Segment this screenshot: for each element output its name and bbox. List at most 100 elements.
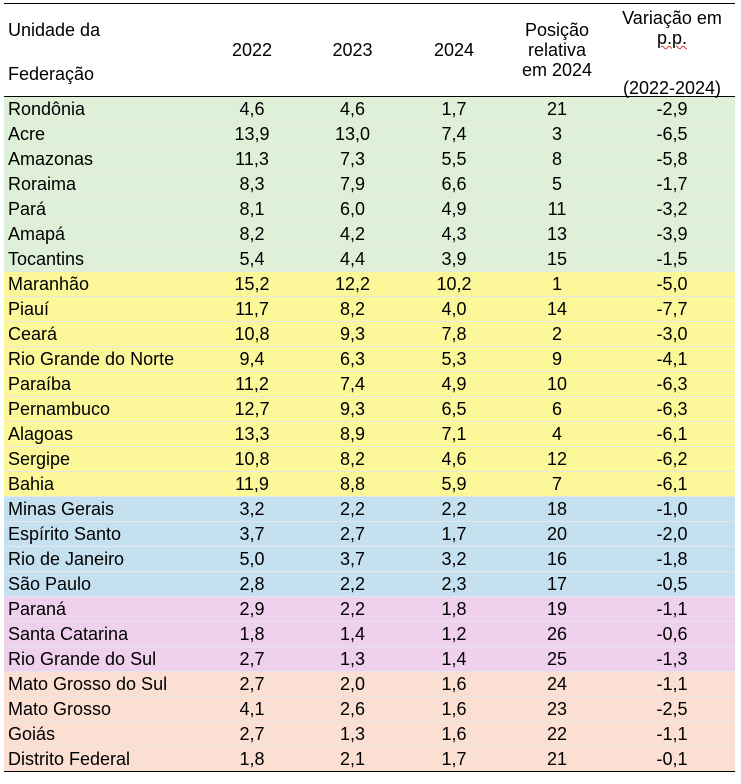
- variation-cell: -1,8: [609, 546, 735, 572]
- uf-cell: Sergipe: [4, 446, 202, 472]
- position-cell: 11: [505, 196, 609, 222]
- table-row: Roraima 8,3 7,9 6,6 5 -1,7: [4, 171, 735, 197]
- uf-cell: Ceará: [4, 321, 202, 347]
- table-row: Santa Catarina 1,8 1,4 1,2 26 -0,6: [4, 621, 735, 647]
- table-row: Mato Grosso 4,1 2,6 1,6 23 -2,5: [4, 696, 735, 722]
- position-cell: 3: [505, 121, 609, 147]
- position-cell: 19: [505, 596, 609, 622]
- variation-cell: -5,0: [609, 271, 735, 297]
- value-2022: 4,1: [202, 696, 302, 722]
- variation-cell: -6,1: [609, 471, 735, 497]
- value-2023: 8,2: [302, 296, 403, 322]
- value-2024: 2,3: [403, 571, 505, 597]
- variation-cell: -7,7: [609, 296, 735, 322]
- value-2022: 1,8: [202, 621, 302, 647]
- table-row: Pará 8,1 6,0 4,9 11 -3,2: [4, 196, 735, 222]
- header-row: Unidade da Federação 2022 2023 2024 Posi…: [4, 3, 735, 98]
- value-2022: 3,2: [202, 496, 302, 522]
- table-row: Goiás 2,7 1,3 1,6 22 -1,1: [4, 721, 735, 747]
- value-2022: 3,7: [202, 521, 302, 547]
- header-2023: 2023: [302, 3, 403, 97]
- variation-cell: -2,5: [609, 696, 735, 722]
- position-cell: 24: [505, 671, 609, 697]
- value-2023: 4,4: [302, 246, 403, 272]
- value-2024: 1,8: [403, 596, 505, 622]
- table-header: Unidade da Federação 2022 2023 2024 Posi…: [4, 3, 735, 98]
- table-row: Rio de Janeiro 5,0 3,7 3,2 16 -1,8: [4, 546, 735, 572]
- value-2023: 2,2: [302, 596, 403, 622]
- table-row: São Paulo 2,8 2,2 2,3 17 -0,5: [4, 571, 735, 597]
- uf-cell: Tocantins: [4, 246, 202, 272]
- uf-cell: Rio de Janeiro: [4, 546, 202, 572]
- value-2024: 4,0: [403, 296, 505, 322]
- uf-cell: Minas Gerais: [4, 496, 202, 522]
- position-cell: 25: [505, 646, 609, 672]
- uf-cell: Santa Catarina: [4, 621, 202, 647]
- uf-cell: Espírito Santo: [4, 521, 202, 547]
- table-row: Rondônia 4,6 4,6 1,7 21 -2,9: [4, 96, 735, 122]
- header-uf-line2: Federação: [8, 64, 95, 84]
- uf-cell: São Paulo: [4, 571, 202, 597]
- value-2024: 1,6: [403, 671, 505, 697]
- uf-cell: Rio Grande do Sul: [4, 646, 202, 672]
- value-2022: 4,6: [202, 96, 302, 122]
- value-2023: 8,9: [302, 421, 403, 447]
- variation-cell: -2,0: [609, 521, 735, 547]
- uf-cell: Paraná: [4, 596, 202, 622]
- variation-cell: -3,9: [609, 221, 735, 247]
- value-2022: 10,8: [202, 446, 302, 472]
- table-row: Amapá 8,2 4,2 4,3 13 -3,9: [4, 221, 735, 247]
- value-2022: 15,2: [202, 271, 302, 297]
- value-2024: 10,2: [403, 271, 505, 297]
- value-2024: 4,3: [403, 221, 505, 247]
- table-row: Sergipe 10,8 8,2 4,6 12 -6,2: [4, 446, 735, 472]
- table-body: Rondônia 4,6 4,6 1,7 21 -2,9 Acre 13,9 13,0 7,4 3-…: [4, 96, 735, 772]
- table-row: Distrito Federal 1,8 2,1 1,7 21 -0,1: [4, 746, 735, 772]
- uf-cell: Pará: [4, 196, 202, 222]
- uf-cell: Alagoas: [4, 421, 202, 447]
- value-2022: 1,8: [202, 746, 302, 772]
- value-2023: 12,2: [302, 271, 403, 297]
- value-2023: 7,9: [302, 171, 403, 197]
- table-row: Paraíba 11,2 7,4 4,9 10 -6,3: [4, 371, 735, 397]
- value-2024: 4,9: [403, 196, 505, 222]
- variation-cell: -0,1: [609, 746, 735, 772]
- variation-cell: -3,0: [609, 321, 735, 347]
- value-2022: 2,8: [202, 571, 302, 597]
- value-2022: 12,7: [202, 396, 302, 422]
- position-cell: 26: [505, 621, 609, 647]
- value-2023: 9,3: [302, 321, 403, 347]
- variation-cell: -1,1: [609, 671, 735, 697]
- position-cell: 1: [505, 271, 609, 297]
- variation-cell: -5,8: [609, 146, 735, 172]
- value-2023: 4,6: [302, 96, 403, 122]
- variation-cell: -2,9: [609, 96, 735, 122]
- value-2024: 5,9: [403, 471, 505, 497]
- table-row: Mato Grosso do Sul 2,7 2,0 1,6 24 -1,1: [4, 671, 735, 697]
- position-cell: 13: [505, 221, 609, 247]
- value-2024: 2,2: [403, 496, 505, 522]
- value-2024: 1,6: [403, 721, 505, 747]
- value-2022: 5,0: [202, 546, 302, 572]
- value-2022: 11,3: [202, 146, 302, 172]
- header-uf: Unidade da Federação: [4, 3, 202, 97]
- value-2022: 9,4: [202, 346, 302, 372]
- value-2022: 2,7: [202, 671, 302, 697]
- value-2023: 2,7: [302, 521, 403, 547]
- value-2023: 7,3: [302, 146, 403, 172]
- table-row: Alagoas 13,3 8,9 7,1 4 -6,1: [4, 421, 735, 447]
- position-cell: 21: [505, 96, 609, 122]
- value-2022: 11,7: [202, 296, 302, 322]
- table-row: Amazonas 11,3 7,3 5,5 8 -5,8: [4, 146, 735, 172]
- value-2024: 4,6: [403, 446, 505, 472]
- value-2022: 10,8: [202, 321, 302, 347]
- variation-cell: -3,2: [609, 196, 735, 222]
- position-cell: 15: [505, 246, 609, 272]
- value-2024: 3,2: [403, 546, 505, 572]
- header-2022: 2022: [202, 3, 302, 97]
- value-2023: 6,3: [302, 346, 403, 372]
- value-2023: 1,4: [302, 621, 403, 647]
- value-2024: 1,7: [403, 521, 505, 547]
- uf-cell: Rondônia: [4, 96, 202, 122]
- value-2024: 5,3: [403, 346, 505, 372]
